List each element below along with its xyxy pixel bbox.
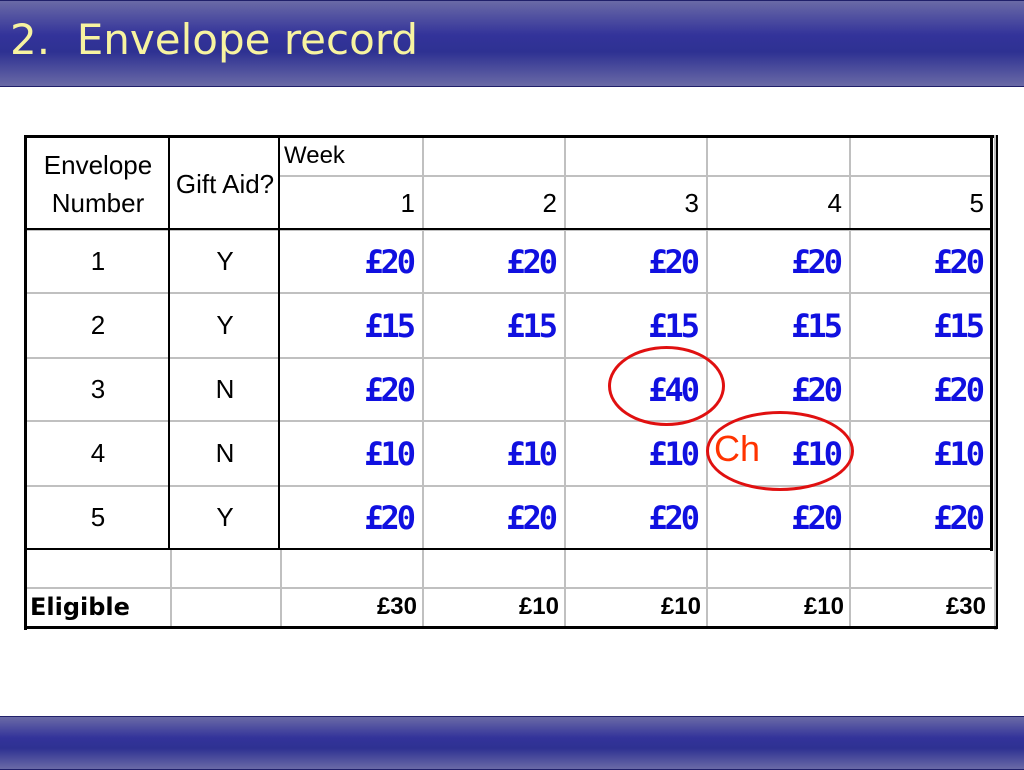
gridline [849,137,851,626]
footer-bar [0,716,1024,770]
amount-cell: £20 [791,498,843,537]
amount-cell: £10 [506,434,558,473]
border [24,228,993,230]
eligible-value: £10 [803,593,844,620]
amount-cell: £10 [933,434,985,473]
amount-cell: £20 [364,370,416,409]
eligible-label: Eligible [30,593,130,621]
envelope-number: 3 [90,374,106,404]
gift-aid-value: Y [216,246,234,276]
amount-cell: £15 [364,306,416,345]
header-envelope-number: Envelope Number [43,149,153,218]
gift-aid-value: N [215,374,235,404]
border [24,548,993,550]
border [24,135,27,630]
eligible-value: £10 [660,593,701,620]
amount-cell: £20 [648,498,700,537]
gridline [564,137,566,626]
envelope-number: 4 [90,438,106,468]
highlight-ring-change [706,411,854,491]
gift-aid-value: N [215,438,235,468]
gridline [26,229,992,231]
amount-cell: £20 [506,498,558,537]
eligible-value: £30 [945,593,986,620]
envelope-number: 1 [90,246,106,276]
amount-cell: £15 [933,306,985,345]
slide-title: 2. Envelope record [10,15,419,64]
header-week-1: 1 [400,187,415,218]
amount-cell: £20 [933,370,985,409]
amount-cell [423,358,565,421]
amount-cell: £20 [933,498,985,537]
border [24,135,994,138]
envelope-number: 5 [90,502,106,532]
gridline [280,549,282,626]
gridline [422,137,424,626]
gridline [26,357,992,359]
border [996,135,998,629]
eligible-value: £10 [518,593,559,620]
amount-cell: £20 [648,242,700,281]
amount-cell: £20 [791,242,843,281]
gridline [26,485,992,487]
title-bar: 2. Envelope record [0,0,1024,87]
border [990,135,993,551]
amount-cell: £10 [364,434,416,473]
amount-cell: £20 [791,370,843,409]
gridline [26,420,992,422]
border [24,626,997,629]
amount-cell: £15 [791,306,843,345]
border [994,135,997,630]
amount-cell: £20 [364,242,416,281]
border [278,135,280,550]
gift-aid-value: Y [216,502,234,532]
header-week-2: 2 [542,187,557,218]
highlight-ring-40 [608,346,725,426]
gridline [170,549,172,626]
header-week-3: 3 [684,187,699,218]
gridline [26,292,992,294]
border [168,135,170,550]
amount-cell: £20 [506,242,558,281]
header-gift-aid: Gift Aid? [175,168,275,199]
header-week-5: 5 [969,187,984,218]
amount-cell: £15 [506,306,558,345]
amount-cell: £15 [648,306,700,345]
envelope-number: 2 [90,310,106,340]
amount-cell: £20 [933,242,985,281]
amount-cell: £20 [364,498,416,537]
gridline [26,587,992,589]
change-mark: Ch [714,428,761,469]
gift-aid-value: Y [216,310,234,340]
header-week-4: 4 [827,187,842,218]
header-week: Week [284,142,345,169]
gridline [280,175,992,177]
amount-cell: £10 [648,434,700,473]
eligible-value: £30 [376,593,417,620]
